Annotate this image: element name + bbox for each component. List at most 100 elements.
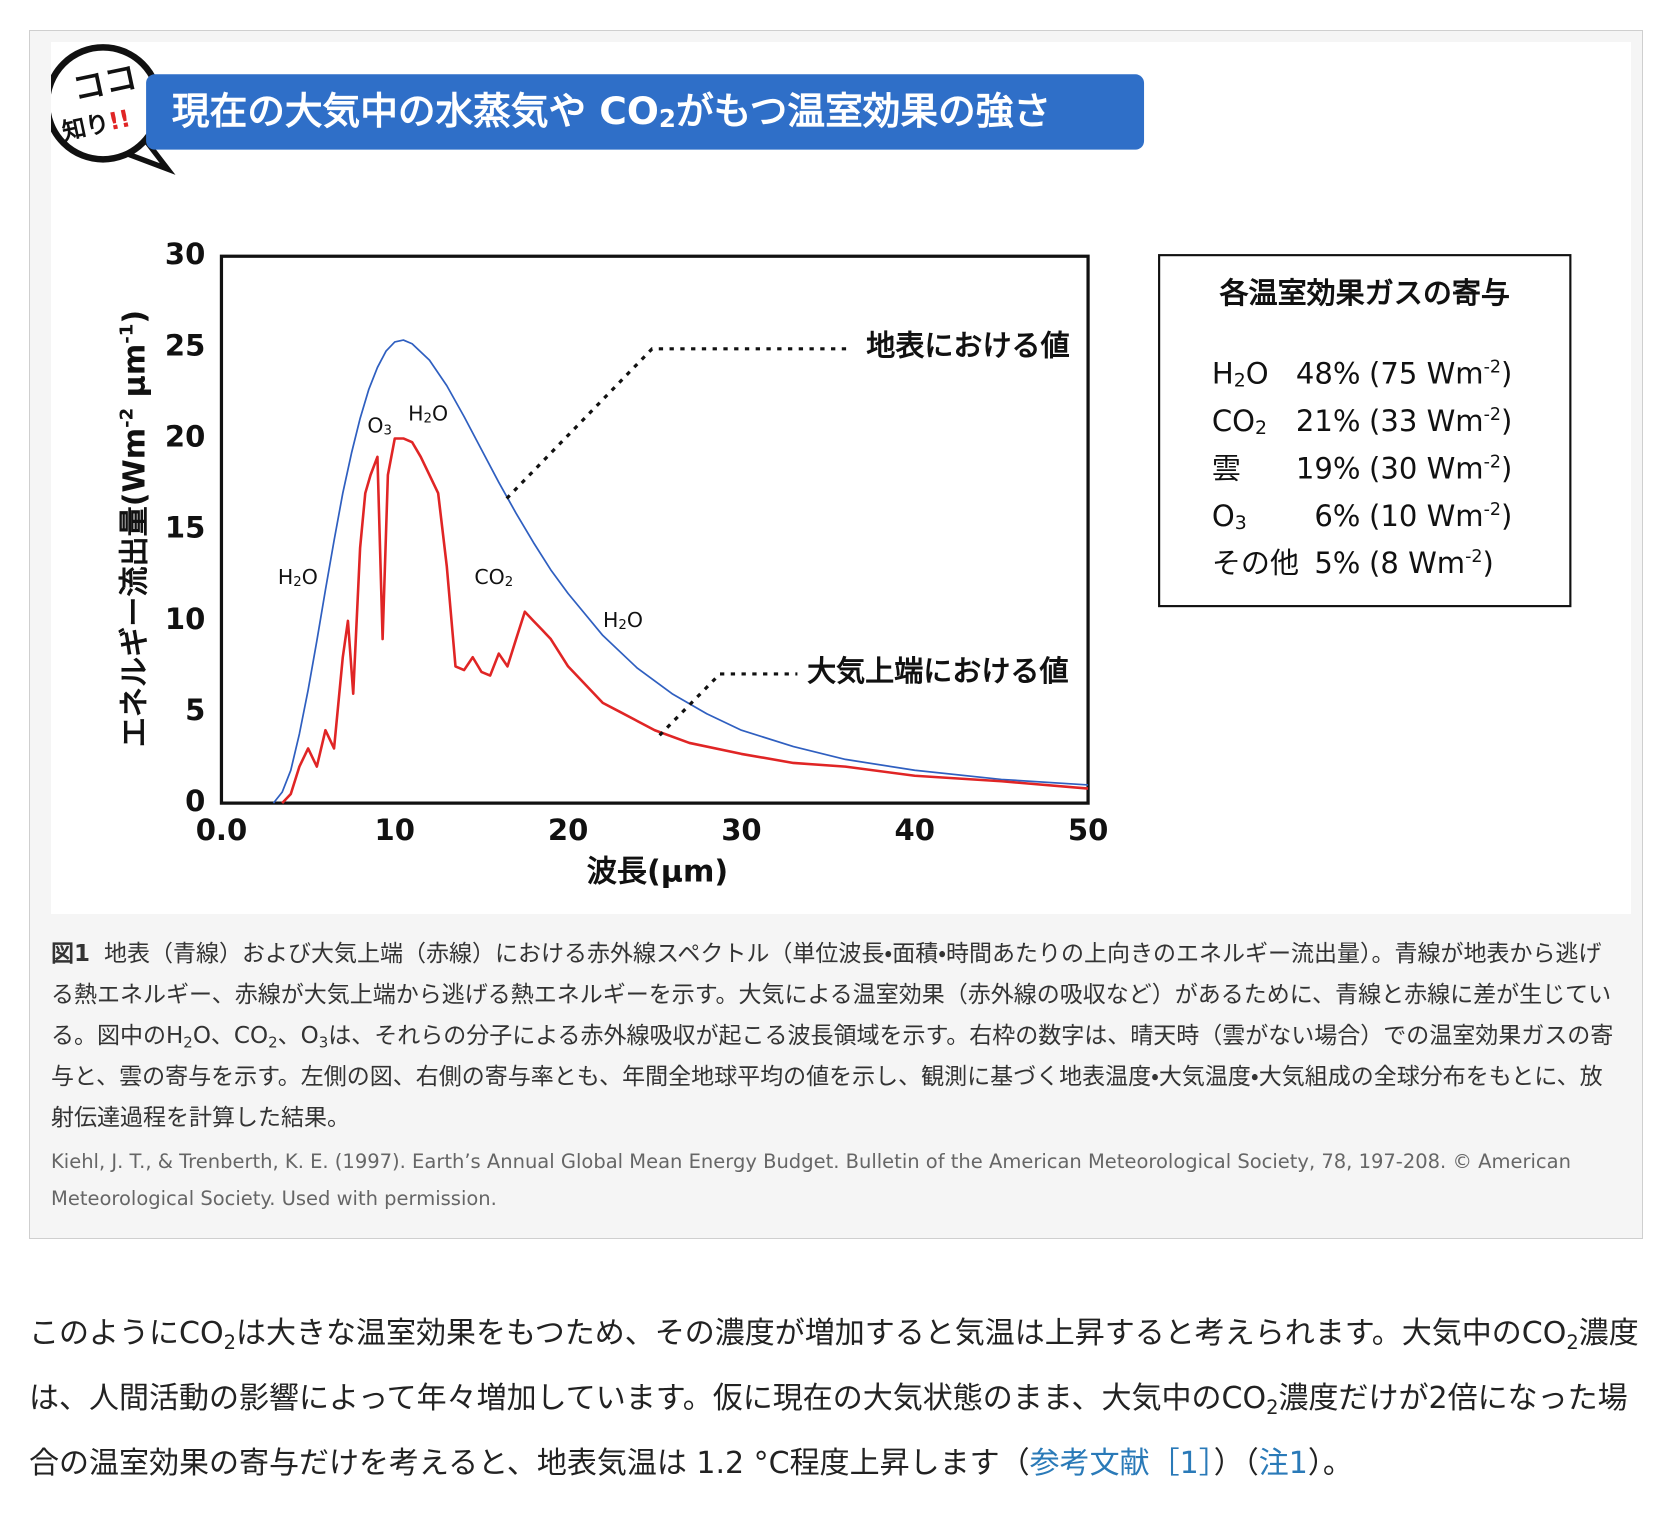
y-tick-label: 30 (165, 237, 205, 271)
text-run: (33 Wm (1369, 404, 1484, 438)
subscript: 2 (293, 575, 301, 590)
caption: 図1 地表（青線）および大気上端（赤線）における赤外線スペクトル（単位波長・面積・… (51, 934, 1623, 1139)
gas-name: H2O (1212, 357, 1269, 392)
amount: (8 Wm-2) (1369, 546, 1494, 580)
citation: Kiehl, J. T., & Trenberth, K. E. (1997).… (51, 1150, 1571, 1210)
text-run: ）。 (1307, 1446, 1353, 1481)
text-run: 、O (277, 1023, 319, 1049)
share: 19% (1296, 451, 1361, 485)
text-run: (8 Wm (1369, 546, 1465, 580)
chart: ココ 知り!! 現在の大気中の水蒸気や CO2がもつ温室効果の強さ 051015… (51, 42, 1631, 914)
x-tick-label: 0.0 (196, 813, 247, 847)
plot-frame (219, 254, 1090, 805)
subscript: 3 (384, 423, 392, 438)
molecule-label: H2O (278, 565, 318, 590)
share: 21% (1296, 404, 1361, 438)
text-run: (75 Wm (1369, 357, 1484, 391)
text-run: 濃度は、人間活動の影響によって年々増加しています。仮に現在の大気状態のまま、大気… (29, 1316, 1639, 1416)
share: 5% (1314, 546, 1360, 580)
text-run: CO (1212, 404, 1255, 438)
subscript: 2 (1566, 1330, 1579, 1354)
text-run: (10 Wm (1369, 499, 1484, 533)
text-run: 地表（青線）および大気上端（赤線）における赤外線スペクトル（単位波長・面積・時間… (51, 941, 1612, 1049)
text-run: 濃度だけが2倍になった場合の温室効果の寄与だけを考えると、地表気温は 1.2 °… (29, 1381, 1628, 1481)
text-run: O (1212, 499, 1235, 533)
text-run: がもつ温室効果の強さ (676, 89, 1051, 133)
amount: (33 Wm-2) (1369, 404, 1512, 438)
text-run: ）（ (1213, 1446, 1259, 1481)
gas-name: CO2 (1212, 404, 1267, 439)
superscript: -2 (1484, 358, 1501, 378)
superscript: -1 (116, 324, 137, 344)
text-run: O (627, 608, 643, 632)
banner-title: 現在の大気中の水蒸気や CO2がもつ温室効果の強さ (172, 89, 1051, 134)
link[interactable]: 参考文献［1］ (1029, 1446, 1214, 1481)
text-run: その他 (1212, 546, 1299, 580)
subscript: 2 (1255, 417, 1267, 439)
text-run: ) (1501, 357, 1512, 391)
paragraph: このようにCO2は大きな温室効果をもつため、その濃度が増加すると気温は上昇すると… (29, 1301, 1643, 1496)
text-run: エネルギー流出量(Wm (117, 428, 152, 747)
share: 6% (1314, 499, 1360, 533)
text-run: このようにCO (29, 1316, 224, 1351)
gas-name: O3 (1212, 499, 1247, 534)
x-tick-label: 10 (375, 813, 415, 847)
figure: ココ 知り!! 現在の大気中の水蒸気や CO2がもつ温室効果の強さ 0 5 10 15… (29, 30, 1643, 1239)
superscript: -2 (1465, 548, 1482, 568)
text-run: 現在の大気中の水蒸気や CO (172, 89, 659, 133)
text-run: μm (117, 344, 152, 408)
text-run: は大きな温室効果をもつため、その濃度が増加すると気温は上昇すると考えられます。大… (235, 1316, 1567, 1351)
text-run: O (1246, 357, 1269, 391)
subscript: 2 (183, 1033, 193, 1052)
gas-name: その他 (1212, 546, 1299, 580)
subscript: 3 (1235, 512, 1247, 534)
superscript: -2 (1484, 500, 1501, 520)
y-tick-label: 10 (165, 602, 205, 636)
molecule-label: CO2 (474, 565, 513, 590)
text-run: H (603, 608, 618, 632)
x-tick-label: 40 (895, 813, 935, 847)
subscript: 3 (318, 1033, 329, 1052)
x-tick-label: 20 (548, 813, 588, 847)
superscript: -2 (1484, 405, 1501, 425)
subscript: 2 (659, 104, 676, 133)
text-run: ) (1501, 451, 1512, 485)
banner (146, 74, 1145, 150)
subscript: 2 (424, 411, 432, 426)
molecule-label: H2O (408, 401, 448, 426)
y-axis-label: エネルギー流出量(Wm-2 μm-1) (116, 310, 152, 747)
y-tick-label: 0 (185, 784, 205, 818)
text-run: ) (1501, 404, 1512, 438)
y-tick-label: 25 (165, 328, 205, 362)
subscript: 2 (505, 575, 513, 590)
subscript: 2 (268, 1033, 278, 1052)
subscript: 2 (618, 618, 626, 633)
text-run: H (278, 565, 293, 589)
text-run: は、それらの分子による赤外線吸収が起こる波長領域を示す。右枠の数字は、晴天時（雲… (51, 1023, 1614, 1131)
text-run: O (432, 401, 448, 425)
figure-number: 図1 (51, 941, 91, 967)
amount: (75 Wm-2) (1369, 357, 1512, 391)
y-tick-label: 15 (165, 511, 205, 545)
molecule-label: H2O (603, 608, 643, 633)
contribution-title: 各温室効果ガスの寄与 (1219, 276, 1510, 310)
contribution-box (1158, 254, 1572, 608)
y-tick-label: 5 (185, 693, 205, 727)
subscript: 2 (1266, 1395, 1279, 1419)
amount: (10 Wm-2) (1369, 499, 1512, 533)
subscript: 2 (223, 1330, 236, 1354)
plot: 0 5 10 15 20 25 30 0.0 10 20 30 40 50 (165, 237, 1108, 847)
link[interactable]: 注1 (1258, 1446, 1308, 1481)
y-tick-label: 20 (165, 420, 205, 454)
x-axis-label: 波長(μm) (587, 855, 728, 890)
text-run: ) (1501, 499, 1512, 533)
leader-line (505, 347, 852, 500)
text-run: ) (1482, 546, 1493, 580)
text-run: 雲 (1212, 451, 1241, 485)
text-run: O (367, 413, 383, 437)
amount: (30 Wm-2) (1369, 451, 1512, 485)
text-run: O (302, 565, 318, 589)
series-label: 大気上端における値 (807, 654, 1068, 688)
superscript: -2 (116, 408, 137, 428)
